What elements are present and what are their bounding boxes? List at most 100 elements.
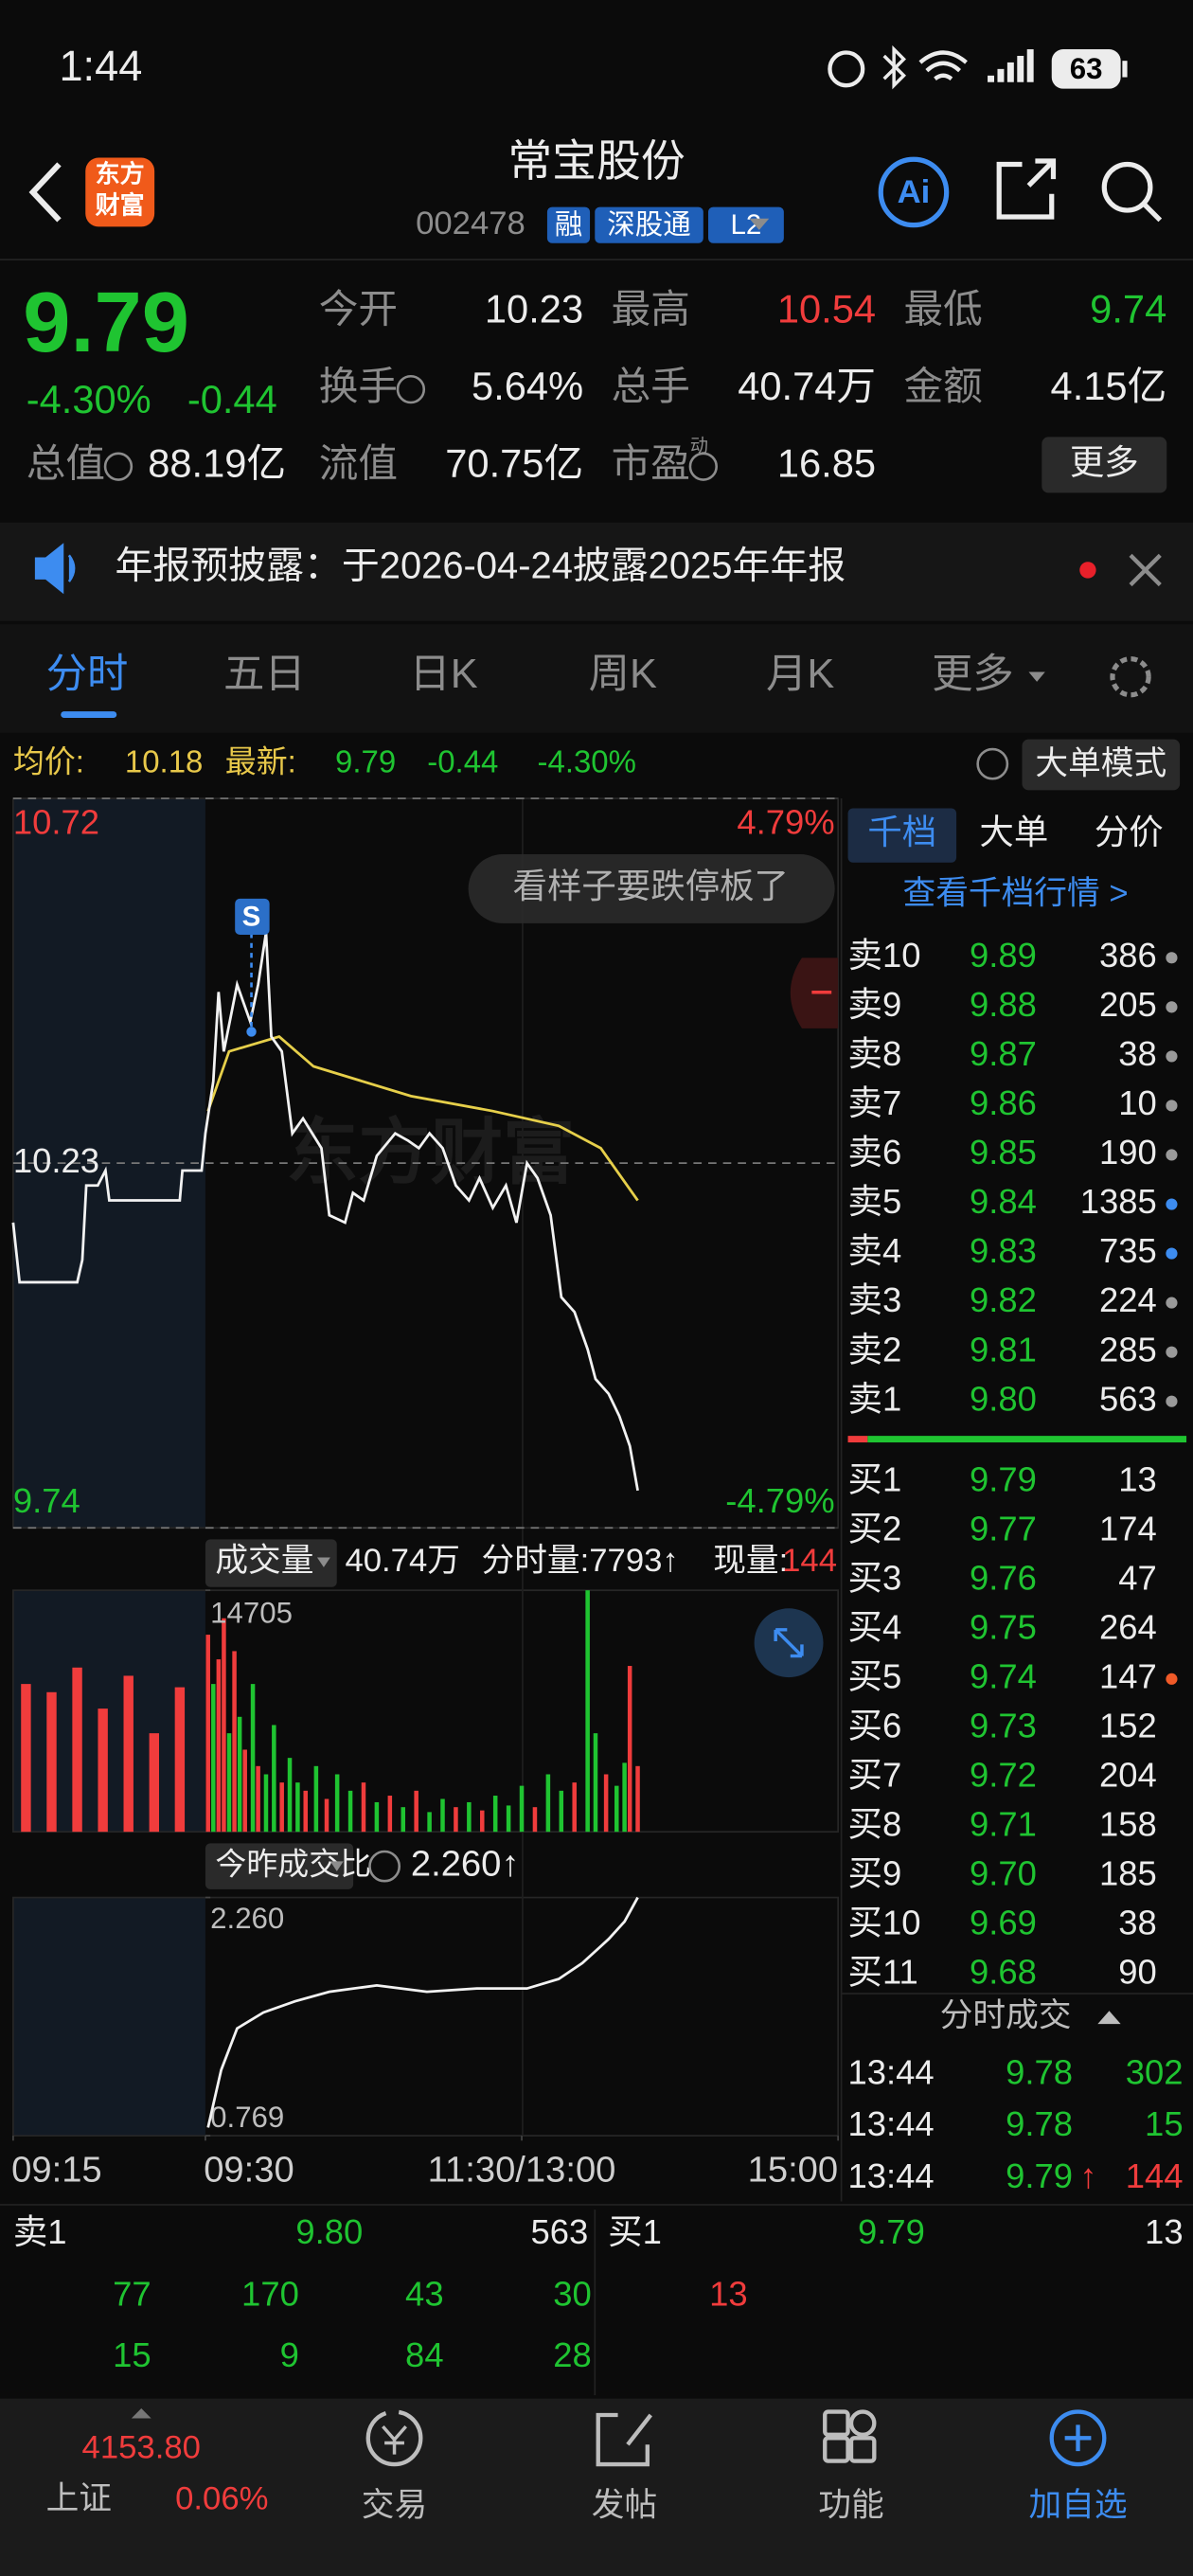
signal-label: S (242, 901, 261, 932)
tab[interactable]: 周K (589, 652, 657, 697)
ratio-title: 今昨成交比 (215, 1846, 371, 1881)
nav-item[interactable]: 加自选 (1028, 2486, 1127, 2523)
nav-item[interactable]: 功能 (818, 2486, 883, 2523)
level-price: 9.69 (970, 1904, 1037, 1942)
level-flag (1166, 1198, 1178, 1210)
stat-label: 总手 (612, 364, 690, 408)
wifi-icon (918, 50, 968, 81)
dropdown-icon (316, 1557, 330, 1567)
ai-button[interactable] (878, 156, 950, 228)
tab[interactable]: 月K (766, 652, 834, 697)
stat-value: 88.19亿 (148, 441, 286, 486)
nav-icon (848, 2436, 877, 2463)
logo-text: 东方 (96, 159, 145, 188)
level-price: 9.87 (970, 1034, 1037, 1073)
book-tab[interactable]: 分价 (1095, 813, 1164, 851)
ratio-selector[interactable] (205, 1843, 354, 1889)
more-label: 更多 (1070, 443, 1139, 482)
volume-bar (279, 1782, 284, 1833)
volume-title: 成交量 (215, 1542, 313, 1579)
y-tick-label: 0.769 (210, 2101, 284, 2134)
level-price: 9.85 (970, 1133, 1037, 1172)
volume-bar (211, 1684, 216, 1833)
stat-sup: 动 (690, 436, 708, 456)
level-label: 买11 (848, 1953, 918, 1992)
book-tab[interactable]: 千档 (867, 813, 936, 851)
volume-bar (334, 1774, 340, 1833)
volume-bar (480, 1810, 485, 1833)
volume-bar (622, 1762, 627, 1833)
dropdown-icon (329, 1861, 344, 1871)
volume-bar (72, 1667, 82, 1833)
nav-item[interactable]: 发帖 (592, 2486, 657, 2523)
level-label: 卖3 (848, 1280, 902, 1319)
price-line (11, 932, 639, 1492)
level-volume: 38 (1118, 1904, 1157, 1942)
level-label: 买8 (848, 1805, 902, 1844)
tab[interactable]: 日K (409, 652, 477, 697)
x-tick-label: 09:30 (204, 2149, 294, 2190)
tab[interactable]: 分时 (46, 652, 129, 697)
volume-bar (593, 1733, 598, 1833)
level-flag (1166, 1050, 1178, 1063)
bid-label: 买1 (608, 2212, 662, 2251)
mode-button[interactable] (1022, 739, 1181, 791)
volume-bar (374, 1801, 380, 1833)
volume-bar (467, 1801, 472, 1833)
signal-bar (1026, 49, 1034, 82)
volume-selector[interactable] (205, 1539, 337, 1587)
share-button[interactable] (996, 158, 1057, 220)
volume-bar (272, 1725, 276, 1833)
book-tab[interactable]: 大单 (979, 813, 1048, 851)
trade-volume: 144 (1126, 2156, 1184, 2195)
level-price: 9.75 (970, 1607, 1037, 1646)
last-price: 9.79 (23, 275, 189, 370)
volume-bar (287, 1758, 293, 1833)
volume-bar (123, 1675, 134, 1833)
volume-bar (46, 1691, 57, 1833)
stat-value: 4.15亿 (1051, 364, 1167, 408)
level-price: 9.68 (970, 1953, 1037, 1992)
level-price: 9.79 (970, 1459, 1037, 1498)
more-button[interactable] (1042, 437, 1167, 493)
tab-bar-bg (0, 624, 1193, 733)
search-button[interactable] (1101, 161, 1153, 213)
volume-bar (440, 1798, 445, 1833)
volume-bar (454, 1807, 458, 1833)
level-label: 卖2 (848, 1330, 902, 1368)
tab[interactable]: 五日 (223, 652, 306, 697)
pre-market-shade (12, 1897, 205, 2137)
volume-bar (263, 1774, 269, 1833)
stat-label: 流值 (319, 441, 398, 486)
mode-label: 大单模式 (1035, 745, 1166, 782)
nav-item[interactable]: 交易 (362, 2486, 427, 2523)
stat-value: 70.75亿 (445, 441, 583, 486)
level-price: 9.70 (970, 1854, 1037, 1893)
volume-bar (572, 1782, 577, 1833)
level-label: 卖7 (848, 1083, 902, 1122)
volume-bar (559, 1790, 564, 1833)
settings-button[interactable] (1110, 656, 1151, 698)
level-price: 9.88 (970, 985, 1037, 1024)
chart-frame (12, 1896, 839, 2137)
level-label: 卖9 (848, 985, 902, 1024)
current-volume: 144 (782, 1543, 837, 1579)
y-tick-label: 10.72 (13, 802, 99, 841)
notice-text: 年报预披露：于2026-04-24披露2025年年报 (115, 546, 846, 587)
book-link[interactable]: 查看千档行情 > (903, 875, 1129, 912)
level-volume: 285 (1099, 1330, 1157, 1368)
battery-level: 63 (1070, 52, 1103, 85)
level-label: 买3 (848, 1558, 902, 1597)
level-price: 9.73 (970, 1707, 1037, 1745)
close-button[interactable] (1129, 553, 1162, 587)
trade-time: 13:44 (848, 2053, 935, 2092)
level-volume: 10 (1118, 1083, 1157, 1122)
trade-arrow: ↑ (1079, 2156, 1096, 2195)
level-flag (1166, 1673, 1178, 1685)
nav-icon (382, 2425, 407, 2455)
tab[interactable]: 更多 (932, 652, 1014, 697)
back-button[interactable] (28, 162, 62, 223)
ratio-current: 2.260↑ (411, 1844, 520, 1885)
active-tab-bg (847, 808, 957, 863)
